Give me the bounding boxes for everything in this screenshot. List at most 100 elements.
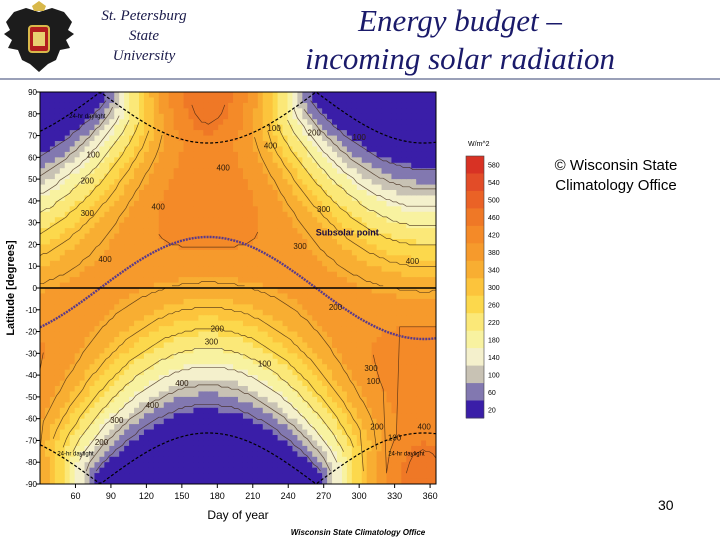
heatmap-cell [312, 277, 318, 284]
heatmap-cell [134, 407, 140, 414]
heatmap-cell [213, 130, 219, 137]
heatmap-cell [158, 108, 165, 115]
heatmap-cell [233, 277, 239, 284]
heatmap-cell [119, 358, 125, 365]
heatmap-cell [109, 266, 115, 273]
heatmap-cell [341, 228, 348, 235]
heatmap-cell [99, 141, 105, 148]
heatmap-cell [94, 424, 100, 431]
heatmap-cell [44, 429, 51, 436]
heatmap-cell [173, 418, 180, 425]
heatmap-cell [44, 473, 51, 480]
heatmap-cell [134, 271, 140, 278]
heatmap-cell [109, 130, 115, 137]
heatmap-cell [109, 260, 115, 267]
heatmap-cell [109, 309, 115, 316]
heatmap-cell [193, 451, 199, 458]
heatmap-cell [44, 298, 51, 305]
heatmap-cell [188, 119, 195, 126]
heatmap-cell [332, 162, 338, 169]
heatmap-cell [351, 304, 358, 311]
heatmap-cell [168, 326, 175, 333]
heatmap-cell [233, 429, 239, 436]
heatmap-cell [233, 435, 239, 442]
heatmap-cell [282, 92, 289, 99]
heatmap-cell [54, 124, 61, 131]
heatmap-cell [282, 462, 289, 469]
heatmap-cell [134, 108, 140, 115]
heatmap-cell [247, 331, 254, 338]
heatmap-cell [49, 331, 56, 338]
heatmap-cell [337, 184, 343, 191]
heatmap-cell [54, 440, 61, 447]
heatmap-cell [64, 298, 71, 305]
heatmap-cell [252, 130, 259, 137]
heatmap-cell [361, 288, 368, 295]
heatmap-cell [341, 92, 348, 99]
heatmap-cell [168, 135, 175, 142]
heatmap-cell [233, 97, 239, 104]
heatmap-cell [218, 211, 224, 218]
heatmap-cell [134, 200, 140, 207]
heatmap-cell [99, 113, 105, 120]
heatmap-cell [143, 119, 150, 126]
heatmap-cell [287, 233, 294, 240]
heatmap-cell [163, 277, 170, 284]
heatmap-cell [218, 195, 224, 202]
heatmap-cell [109, 435, 115, 442]
heatmap-cell [89, 271, 96, 278]
heatmap-cell [124, 407, 130, 414]
heatmap-cell [198, 456, 204, 463]
heatmap-cell [317, 211, 323, 218]
heatmap-cell [178, 293, 185, 300]
heatmap-cell [139, 184, 145, 191]
heatmap-cell [188, 402, 195, 409]
heatmap-cell [213, 157, 219, 164]
heatmap-cell [69, 217, 76, 224]
heatmap-cell [337, 418, 343, 425]
heatmap-cell [223, 353, 229, 360]
heatmap-cell [262, 130, 269, 137]
heatmap-cell [307, 342, 313, 349]
heatmap-cell [183, 211, 190, 218]
heatmap-cell [49, 124, 56, 131]
heatmap-cell [69, 146, 76, 153]
heatmap-cell [134, 260, 140, 267]
heatmap-cell [297, 347, 303, 354]
heatmap-cell [346, 418, 353, 425]
heatmap-cell [163, 424, 170, 431]
heatmap-cell [124, 277, 130, 284]
heatmap-cell [371, 228, 378, 235]
heatmap-cell [173, 386, 180, 393]
heatmap-cell [277, 271, 284, 278]
heatmap-cell [158, 190, 165, 197]
heatmap-cell [208, 255, 214, 262]
heatmap-cell [376, 320, 383, 327]
heatmap-cell [208, 271, 214, 278]
heatmap-cell [312, 168, 318, 175]
heatmap-cell [158, 353, 165, 360]
heatmap-cell [332, 249, 338, 256]
heatmap-cell [351, 320, 358, 327]
heatmap-cell [213, 353, 219, 360]
heatmap-cell [158, 462, 165, 469]
heatmap-cell [129, 326, 135, 333]
heatmap-cell [218, 228, 224, 235]
heatmap-cell [322, 255, 328, 262]
heatmap-cell [59, 445, 66, 452]
heatmap-cell [89, 119, 96, 126]
heatmap-cell [129, 309, 135, 316]
heatmap-cell [49, 119, 56, 126]
heatmap-cell [79, 124, 86, 131]
heatmap-cell [287, 331, 294, 338]
heatmap-cell [351, 282, 358, 289]
heatmap-cell [247, 108, 254, 115]
heatmap-cell [59, 184, 66, 191]
heatmap-cell [148, 331, 155, 338]
heatmap-cell [218, 151, 224, 158]
heatmap-cell [203, 342, 209, 349]
heatmap-cell [257, 168, 264, 175]
heatmap-cell [54, 184, 61, 191]
heatmap-cell [104, 200, 110, 207]
heatmap-cell [297, 326, 303, 333]
